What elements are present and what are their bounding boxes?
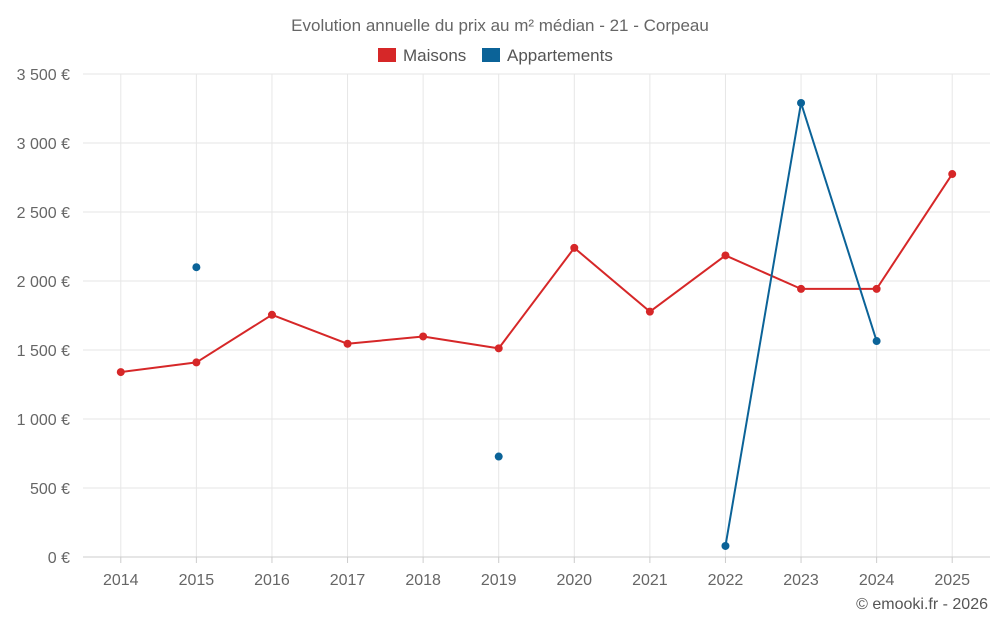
legend: Maisons Appartements bbox=[378, 46, 613, 65]
data-point-maisons[interactable] bbox=[872, 284, 881, 293]
legend-label-maisons: Maisons bbox=[403, 46, 466, 65]
series-maisons bbox=[116, 170, 957, 377]
series-line-segment-maisons bbox=[497, 246, 576, 350]
legend-swatch-appartements bbox=[482, 48, 500, 62]
series-line-segment-maisons bbox=[573, 246, 651, 313]
x-tick-label: 2014 bbox=[103, 572, 139, 589]
x-tick-label: 2021 bbox=[632, 572, 668, 589]
x-tick-label: 2025 bbox=[934, 572, 970, 589]
data-point-maisons[interactable] bbox=[419, 332, 428, 341]
data-point-maisons[interactable] bbox=[797, 284, 806, 293]
x-tick-label: 2018 bbox=[405, 572, 441, 589]
data-point-appartements[interactable] bbox=[721, 541, 730, 550]
series-line-segment-maisons bbox=[195, 313, 273, 364]
series-line-segment-maisons bbox=[875, 173, 954, 290]
x-tick-label: 2023 bbox=[783, 572, 819, 589]
x-tick-label: 2016 bbox=[254, 572, 290, 589]
y-tick-label: 3 000 € bbox=[17, 136, 70, 153]
y-tick-label: 1 000 € bbox=[17, 412, 70, 429]
legend-label-appartements: Appartements bbox=[507, 46, 613, 65]
series-line-segment-maisons bbox=[346, 335, 425, 345]
axes: 0 € 500 € 1 000 € 1 500 € 2 000 € 2 500 € 3 00… bbox=[17, 67, 990, 589]
y-tick-label: 0 € bbox=[48, 550, 70, 567]
x-tick-label: 2015 bbox=[179, 572, 215, 589]
legend-item-maisons[interactable]: Maisons bbox=[378, 46, 466, 65]
x-tick-label: 2024 bbox=[859, 572, 895, 589]
data-point-maisons[interactable] bbox=[267, 310, 276, 319]
data-point-appartements[interactable] bbox=[494, 452, 503, 461]
legend-item-appartements[interactable]: Appartements bbox=[482, 46, 613, 65]
y-tick-label: 2 500 € bbox=[17, 205, 70, 222]
series-line-segment-appartements bbox=[800, 101, 878, 343]
data-point-maisons[interactable] bbox=[192, 358, 201, 367]
series-line-segment-appartements bbox=[724, 101, 803, 547]
x-tick-label: 2019 bbox=[481, 572, 517, 589]
grid bbox=[83, 73, 990, 558]
series-line-segment-maisons bbox=[724, 254, 803, 290]
y-tick-label: 1 500 € bbox=[17, 343, 70, 360]
data-point-maisons[interactable] bbox=[721, 251, 730, 260]
legend-swatch-maisons bbox=[378, 48, 396, 62]
x-tick-label: 2020 bbox=[556, 572, 592, 589]
data-point-maisons[interactable] bbox=[570, 243, 579, 252]
series-line-segment-maisons bbox=[648, 254, 727, 313]
data-point-maisons[interactable] bbox=[343, 339, 352, 348]
data-point-maisons[interactable] bbox=[948, 170, 957, 179]
series-line-segment-maisons bbox=[119, 361, 198, 374]
data-point-appartements[interactable] bbox=[872, 337, 881, 346]
data-point-maisons[interactable] bbox=[645, 307, 654, 316]
data-point-maisons[interactable] bbox=[494, 344, 503, 353]
x-tick-label: 2022 bbox=[708, 572, 744, 589]
y-tick-label: 3 500 € bbox=[17, 67, 70, 84]
y-tick-label: 500 € bbox=[30, 481, 70, 498]
series bbox=[116, 98, 957, 550]
credit: © emooki.fr - 2026 bbox=[856, 596, 988, 613]
series-line-segment-maisons bbox=[270, 313, 349, 345]
data-point-appartements[interactable] bbox=[192, 263, 201, 272]
series-appartements bbox=[192, 98, 881, 550]
series-line-segment-maisons bbox=[422, 335, 500, 350]
data-point-maisons[interactable] bbox=[116, 368, 125, 377]
x-tick-label: 2017 bbox=[330, 572, 366, 589]
chart-title: Evolution annuelle du prix au m² médian … bbox=[291, 16, 709, 35]
y-tick-label: 2 000 € bbox=[17, 274, 70, 291]
data-point-appartements[interactable] bbox=[797, 98, 806, 107]
